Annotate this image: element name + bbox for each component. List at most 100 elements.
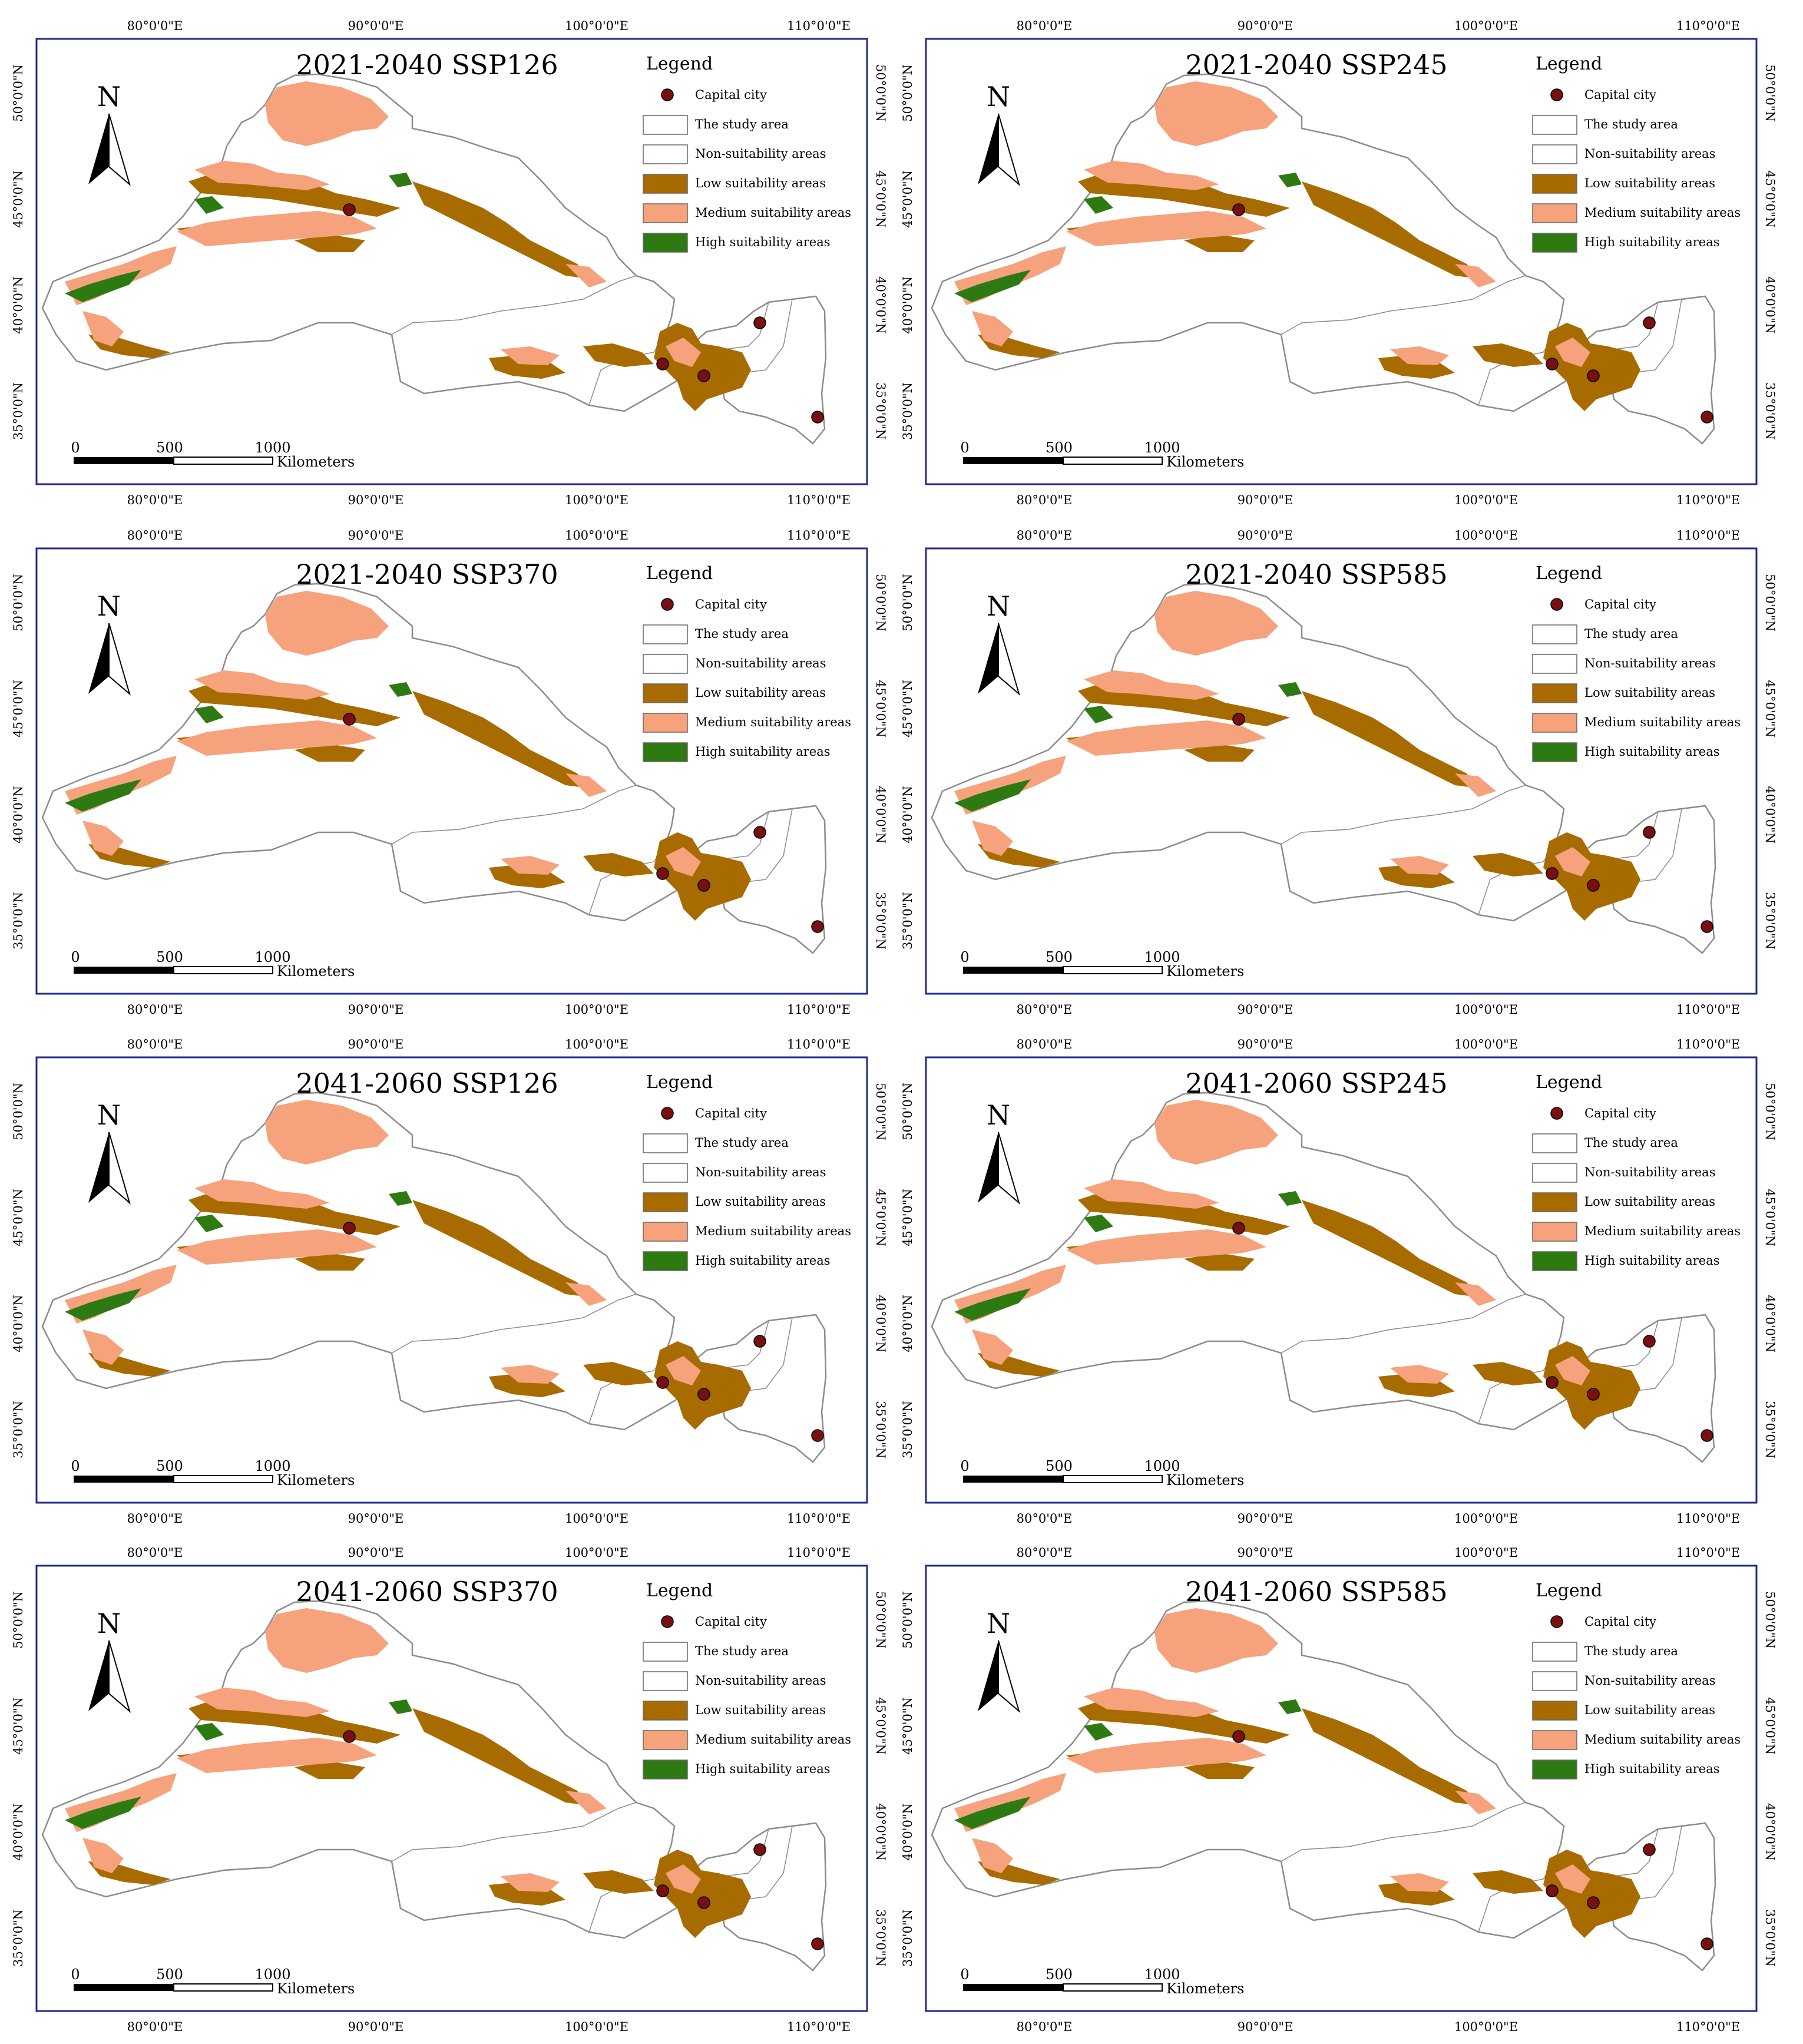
legend-item-label: Medium suitability areas bbox=[1584, 1732, 1741, 1747]
scale-unit-label: Kilometers bbox=[1166, 963, 1244, 980]
legend-item-label: Medium suitability areas bbox=[695, 1732, 851, 1747]
legend-items: Capital city The study area Non-suitabilit… bbox=[1532, 1106, 1741, 1271]
north-arrow-icon bbox=[88, 1641, 109, 1711]
medium-suitability-zone bbox=[501, 856, 560, 875]
legend-item-label: High suitability areas bbox=[1584, 1253, 1720, 1268]
low-suitability-zone bbox=[583, 343, 654, 367]
legend-swatch bbox=[643, 174, 688, 194]
low-suitability-zone bbox=[583, 1870, 654, 1894]
low-suitability-zone bbox=[1302, 1708, 1478, 1805]
y-tick-label: 40°0'0"N bbox=[11, 1295, 25, 1352]
legend-items: Capital city The study area Non-suitabilit… bbox=[643, 597, 851, 762]
legend-swatch bbox=[643, 1642, 688, 1662]
legend-item: Capital city bbox=[661, 597, 767, 611]
medium-suitability-zone bbox=[1154, 1608, 1278, 1673]
legend-item: Non-suitability areas bbox=[643, 1163, 826, 1183]
x-tick-label: 80°0'0"E bbox=[127, 493, 183, 507]
north-arrow: N bbox=[88, 81, 131, 186]
x-tick-label: 80°0'0"E bbox=[127, 1003, 183, 1017]
north-arrow: N bbox=[978, 1608, 1020, 1713]
x-tick-label: 90°0'0"E bbox=[348, 1003, 404, 1017]
low-suitability-zone bbox=[1184, 1761, 1255, 1779]
panel-title: 2041-2060 SSP126 bbox=[296, 1067, 558, 1099]
medium-suitability-zone bbox=[972, 1329, 1013, 1365]
legend-item: Capital city bbox=[1550, 1615, 1656, 1629]
legend-swatch bbox=[643, 654, 688, 674]
x-tick-label: 90°0'0"E bbox=[348, 1546, 404, 1560]
x-tick-label: 100°0'0"E bbox=[1454, 493, 1518, 507]
legend-item-label: The study area bbox=[695, 1136, 789, 1150]
scale-bar-black-segment bbox=[74, 1476, 174, 1483]
bottom-axis-ticks: 80°0'0"E 90°0'0"E 100°0'0"E 110°0'0"E bbox=[1017, 493, 1740, 507]
low-suitability-zone bbox=[583, 853, 654, 877]
y-tick-label: 35°0'0"N bbox=[901, 1401, 915, 1458]
north-arrow-label: N bbox=[97, 1099, 121, 1131]
left-axis-ticks: 50°0'0"N 45°0'0"N 40°0'0"N 35°0'0"N bbox=[901, 574, 915, 950]
x-tick-label: 80°0'0"E bbox=[127, 2020, 183, 2034]
legend-title: Legend bbox=[1536, 1580, 1602, 1601]
top-axis-ticks: 80°0'0"E 90°0'0"E 100°0'0"E 110°0'0"E bbox=[127, 19, 851, 33]
high-suitability-zone bbox=[1278, 173, 1302, 187]
x-tick-label: 90°0'0"E bbox=[1238, 2020, 1293, 2034]
legend-items: Capital city The study area Non-suitabilit… bbox=[643, 1615, 851, 1780]
legend-swatch bbox=[1532, 115, 1577, 135]
y-tick-label: 40°0'0"N bbox=[11, 1803, 25, 1861]
x-tick-label: 80°0'0"E bbox=[127, 19, 183, 33]
north-arrow-icon bbox=[998, 113, 1020, 186]
legend-title: Legend bbox=[1536, 54, 1602, 74]
high-suitability-zone bbox=[954, 1797, 1031, 1829]
province-boundary bbox=[1281, 785, 1526, 845]
legend-item-label: Non-suitability areas bbox=[695, 1165, 826, 1179]
legend-item-label: Low suitability areas bbox=[1584, 1703, 1715, 1717]
legend-item-label: Capital city bbox=[695, 88, 767, 102]
north-arrow-label: N bbox=[987, 1608, 1010, 1639]
north-arrow: N bbox=[88, 1608, 131, 1713]
medium-suitability-zone bbox=[265, 1608, 389, 1673]
high-suitability-zone bbox=[954, 1288, 1031, 1321]
legend-item: High suitability areas bbox=[1532, 1759, 1720, 1780]
x-tick-label: 110°0'0"E bbox=[1676, 528, 1740, 543]
legend-swatch bbox=[1532, 144, 1577, 164]
legend-item: Low suitability areas bbox=[1532, 174, 1715, 194]
medium-suitability-zone bbox=[194, 1179, 330, 1209]
capital-city-marker bbox=[697, 369, 710, 382]
capital-city-marker bbox=[1546, 1376, 1559, 1389]
low-suitability-zone bbox=[1184, 234, 1255, 252]
low-suitability-zone bbox=[1184, 744, 1255, 762]
legend-title: Legend bbox=[646, 1072, 713, 1093]
capital-city-marker bbox=[1643, 1843, 1656, 1856]
medium-suitability-zone bbox=[1555, 1356, 1590, 1385]
y-tick-label: 45°0'0"N bbox=[874, 680, 888, 737]
capital-city-marker bbox=[753, 826, 766, 839]
y-tick-label: 45°0'0"N bbox=[901, 1189, 915, 1246]
legend-swatch bbox=[1532, 203, 1577, 223]
y-tick-label: 40°0'0"N bbox=[11, 786, 25, 844]
map-panel-3: 80°0'0"E 90°0'0"E 100°0'0"E 110°0'0"E 50… bbox=[11, 528, 888, 1017]
capital-city-marker bbox=[1643, 316, 1656, 329]
legend-item-label: Medium suitability areas bbox=[1584, 715, 1741, 729]
scale-tick-label: 0 bbox=[71, 1966, 80, 1983]
y-tick-label: 45°0'0"N bbox=[874, 1189, 888, 1246]
north-arrow: N bbox=[88, 590, 131, 696]
capital-city-marker bbox=[1232, 203, 1245, 216]
y-tick-label: 45°0'0"N bbox=[901, 1697, 915, 1755]
scale-bar: 0 500 1000 Kilometers bbox=[960, 949, 1244, 980]
legend-item-label: High suitability areas bbox=[695, 235, 831, 249]
map-panel-1: 80°0'0"E 90°0'0"E 100°0'0"E 110°0'0"E 50… bbox=[11, 19, 888, 507]
suitability-zones bbox=[954, 81, 1640, 411]
north-arrow-icon bbox=[998, 1132, 1020, 1205]
scale-tick-label: 1000 bbox=[1144, 1458, 1180, 1474]
north-arrow-icon bbox=[998, 623, 1020, 696]
bottom-axis-ticks: 80°0'0"E 90°0'0"E 100°0'0"E 110°0'0"E bbox=[127, 493, 851, 507]
x-tick-label: 80°0'0"E bbox=[1017, 1511, 1073, 1526]
legend-item: Non-suitability areas bbox=[643, 1671, 826, 1691]
x-tick-label: 90°0'0"E bbox=[348, 1511, 404, 1526]
y-tick-label: 35°0'0"N bbox=[11, 1909, 25, 1967]
north-arrow-icon bbox=[88, 114, 109, 184]
scale-tick-label: 1000 bbox=[254, 1458, 290, 1474]
capital-city-marker bbox=[343, 203, 356, 216]
legend-items: Capital city The study area Non-suitabilit… bbox=[643, 88, 851, 253]
scale-unit-label: Kilometers bbox=[277, 1472, 355, 1489]
scale-bar: 0 500 1000 Kilometers bbox=[960, 439, 1244, 470]
